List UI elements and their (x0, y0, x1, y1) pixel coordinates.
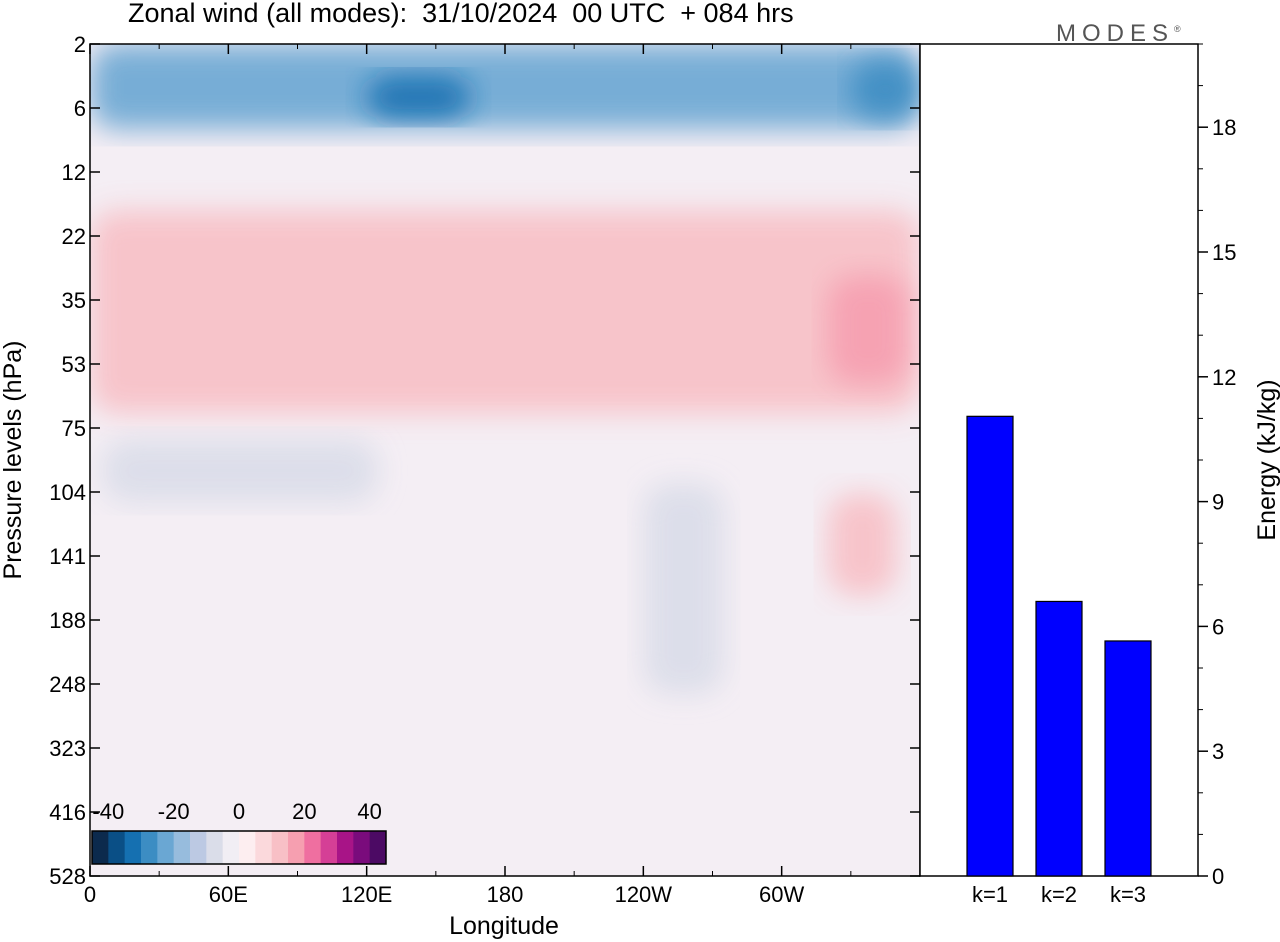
colorbar-swatch (288, 831, 305, 864)
heatmap-region-easterly_jet_top (90, 44, 920, 130)
heatmap-region-westerly_midstrat (90, 210, 920, 414)
colorbar: -40 -20 0 20 40 (91, 799, 387, 865)
colorbar-tick-label: 0 (233, 799, 245, 824)
bar-y-tick-label: 3 (1212, 739, 1224, 764)
heatmap-region-easterly_tongue (643, 483, 725, 695)
y-tick-label: 12 (62, 160, 86, 185)
y-tick-label: 35 (62, 288, 86, 313)
colorbar-frame (91, 830, 387, 865)
colorbar-swatch (353, 831, 371, 864)
y-tick-label: 104 (49, 480, 86, 505)
bar-category-label: k=1 (972, 882, 1008, 907)
colorbar-swatch (239, 831, 256, 864)
energy-bar-panel: 0 3 6 9 12 15 18 k=1 k=2 k=3 Energy (kJ/kg) (919, 43, 1280, 907)
colorbar-swatch (304, 831, 322, 864)
colorbar-swatch (92, 831, 109, 864)
heatmap-x-ticks: 0 60E 120E 180 120W 60W (84, 44, 852, 907)
x-tick-label: 0 (84, 882, 96, 907)
heatmap-regions (90, 44, 920, 695)
y-tick-label: 6 (74, 96, 86, 121)
heatmap-region-westerly_tropo_patch (827, 493, 897, 596)
bar-x-labels: k=1 k=2 k=3 (972, 882, 1146, 907)
bar-ylabel: Energy (kJ/kg) (1253, 379, 1280, 540)
colorbar-swatch (141, 831, 158, 864)
energy-bar (1104, 640, 1152, 877)
heatmap-region-easterly_lowstrat (101, 439, 379, 503)
colorbar-tick-label: -40 (92, 799, 124, 824)
heatmap-y-ticks: 2 6 12 22 35 53 75 104 141 188 248 323 416 528 (49, 32, 920, 889)
bar-category-label: k=3 (1110, 882, 1146, 907)
y-tick-label: 141 (49, 544, 86, 569)
y-tick-label: 188 (49, 608, 86, 633)
heatmap-panel: 0 60E 120E 180 120W 60W 2 6 12 22 35 53 75 104 141 188… (0, 32, 921, 940)
colorbar-swatch (271, 831, 289, 864)
x-tick-label: 60W (759, 882, 804, 907)
y-tick-label: 323 (49, 736, 86, 761)
y-tick-label: 416 (49, 800, 86, 825)
bar-y-tick-label: 6 (1212, 614, 1224, 639)
y-tick-label: 53 (62, 352, 86, 377)
colorbar-swatch (190, 831, 207, 864)
x-tick-label: 180 (487, 882, 524, 907)
bar-y-tick-label: 15 (1212, 240, 1236, 265)
colorbar-swatch (157, 831, 175, 864)
bar-y-tick-label: 9 (1212, 490, 1224, 515)
colorbar-swatch (173, 831, 191, 864)
x-tick-label: 60E (209, 882, 248, 907)
colorbar-swatch (222, 831, 240, 864)
modes-logo: MODES® (1056, 20, 1181, 47)
energy-bar (966, 415, 1014, 877)
colorbar-tick-label: 40 (357, 799, 381, 824)
colorbar-swatch (320, 831, 338, 864)
colorbar-tick-label: 20 (292, 799, 316, 824)
bar-y-tick-label: 18 (1212, 115, 1236, 140)
x-tick-label: 120E (341, 882, 392, 907)
colorbar-swatch (206, 831, 224, 864)
colorbar-tick-label: -20 (158, 799, 190, 824)
y-tick-label: 248 (49, 672, 86, 697)
energy-bars (966, 415, 1152, 877)
colorbar-swatch (108, 831, 126, 864)
colorbar-swatch (369, 831, 387, 864)
chart-title: Zonal wind (all modes): 31/10/2024 00 UT… (128, 0, 794, 28)
heatmap-region-westerly_patch_west (827, 275, 909, 385)
y-tick-label: 22 (62, 224, 86, 249)
y-tick-label: 528 (49, 864, 86, 889)
colorbar-swatch (255, 831, 273, 864)
energy-bar (1035, 600, 1083, 877)
colorbar-swatch (337, 831, 354, 864)
y-tick-label: 2 (74, 32, 86, 57)
heatmap-region-easterly_core_east (366, 76, 471, 119)
heatmap-xlabel: Longitude (449, 912, 559, 940)
y-tick-label: 75 (62, 416, 86, 441)
heatmap-ylabel: Pressure levels (hPa) (0, 341, 27, 580)
bar-y-ticks: 0 3 6 9 12 15 18 (1198, 43, 1236, 889)
colorbar-swatch (124, 831, 142, 864)
heatmap-region-easterly_core_west (850, 60, 920, 119)
x-tick-label: 120W (615, 882, 673, 907)
bar-y-tick-label: 0 (1212, 864, 1224, 889)
bar-y-tick-label: 12 (1212, 365, 1236, 390)
bar-category-label: k=2 (1041, 882, 1077, 907)
